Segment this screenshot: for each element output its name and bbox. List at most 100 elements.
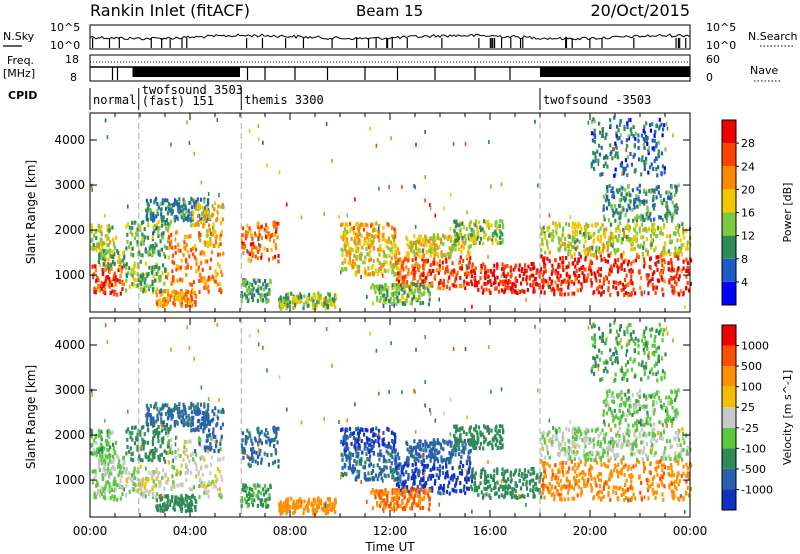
- echo-cell: [308, 497, 311, 502]
- echo-cell: [210, 241, 213, 246]
- echo-cell: [617, 225, 620, 229]
- echo-cell: [626, 143, 629, 148]
- echo-cell: [587, 231, 590, 236]
- echo-cell: [259, 243, 262, 248]
- echo-cell: [183, 213, 186, 218]
- echo-cell: [90, 443, 93, 448]
- echo-cell: [415, 142, 417, 147]
- echo-cell: [254, 254, 257, 259]
- echo-cell: [640, 158, 643, 163]
- echo-cell: [165, 289, 169, 294]
- echo-cell: [216, 209, 219, 214]
- echo-cell: [662, 266, 665, 271]
- echo-cell: [177, 265, 180, 270]
- echo-cell: [202, 429, 205, 434]
- echo-cell: [107, 487, 110, 492]
- echo-cell: [162, 420, 165, 425]
- echo-cell: [252, 241, 255, 246]
- echo-cell: [414, 185, 416, 190]
- echo-cell: [395, 260, 398, 265]
- echo-cell: [343, 231, 346, 236]
- echo-cell: [483, 281, 486, 286]
- echo-cell: [155, 271, 158, 276]
- echo-cell: [477, 280, 481, 285]
- echo-cell: [358, 253, 361, 258]
- echo-cell: [177, 453, 180, 458]
- echo-cell: [218, 264, 221, 269]
- echo-cell: [473, 271, 476, 276]
- echo-cell: [303, 507, 306, 512]
- echo-cell: [385, 449, 388, 454]
- echo-cell: [646, 205, 649, 210]
- echo-cell: [163, 244, 166, 249]
- echo-cell: [240, 443, 243, 448]
- echo-cell: [620, 209, 623, 214]
- echo-cell: [417, 298, 420, 303]
- echo-cell: [168, 440, 171, 445]
- echo-cell: [246, 428, 249, 433]
- freq-right-tick-top: 60: [706, 53, 720, 66]
- echo-cell: [199, 423, 202, 427]
- echo-cell: [649, 165, 652, 170]
- echo-cell: [445, 256, 448, 261]
- echo-cell: [191, 451, 195, 456]
- echo-cell: [343, 441, 347, 446]
- echo-cell: [583, 231, 586, 236]
- echo-cell: [397, 271, 400, 276]
- echo-cell: [126, 427, 130, 432]
- echo-cell: [112, 274, 116, 279]
- echo-cell: [97, 428, 100, 433]
- echo-cell: [212, 229, 215, 234]
- echo-cell: [647, 283, 650, 288]
- echo-cell: [597, 272, 601, 277]
- echo-cell: [680, 243, 683, 248]
- echo-cell: [681, 226, 685, 231]
- echo-cell: [618, 198, 622, 203]
- echo-cell: [282, 296, 285, 301]
- echo-cell: [196, 221, 199, 226]
- echo-cell: [575, 269, 578, 273]
- echo-cell: [345, 267, 348, 272]
- echo-cell: [359, 232, 362, 237]
- echo-cell: [576, 238, 579, 243]
- echo-cell: [454, 278, 457, 283]
- echo-cell: [312, 510, 315, 515]
- echo-cell: [151, 279, 154, 284]
- echo-cell: [393, 238, 396, 243]
- echo-cell: [429, 203, 431, 207]
- echo-cell: [349, 261, 352, 266]
- echo-cell: [210, 250, 213, 255]
- echo-cell: [112, 460, 115, 465]
- echo-cell: [429, 283, 432, 288]
- echo-cell: [207, 277, 210, 282]
- echo-cell: [208, 227, 212, 232]
- echo-cell: [126, 437, 129, 442]
- echo-cell: [401, 283, 404, 288]
- echo-cell: [340, 440, 343, 445]
- echo-cell: [422, 253, 426, 258]
- echo-cell: [358, 429, 361, 434]
- echo-cell: [183, 405, 186, 410]
- echo-cell: [165, 218, 169, 222]
- echo-cell: [670, 192, 673, 197]
- echo-cell: [415, 283, 418, 287]
- echo-cell: [194, 452, 198, 457]
- echo-cell: [559, 273, 562, 278]
- echo-cell: [196, 410, 199, 415]
- echo-cell: [391, 225, 394, 230]
- echo-cell: [133, 220, 136, 225]
- echo-cell: [344, 438, 347, 443]
- echo-cell: [183, 235, 186, 240]
- echo-cell: [438, 259, 441, 264]
- echo-cell: [551, 237, 554, 242]
- echo-cell: [676, 229, 680, 234]
- echo-cell: [173, 406, 176, 411]
- echo-cell: [125, 262, 128, 267]
- echo-cell: [201, 416, 204, 421]
- echo-cell: [361, 223, 364, 227]
- echo-cell: [160, 232, 163, 237]
- echo-cell: [369, 257, 372, 262]
- echo-cell: [265, 490, 268, 495]
- echo-cell: [277, 221, 280, 226]
- cpid-segment-label: twofsound -3503: [543, 93, 651, 107]
